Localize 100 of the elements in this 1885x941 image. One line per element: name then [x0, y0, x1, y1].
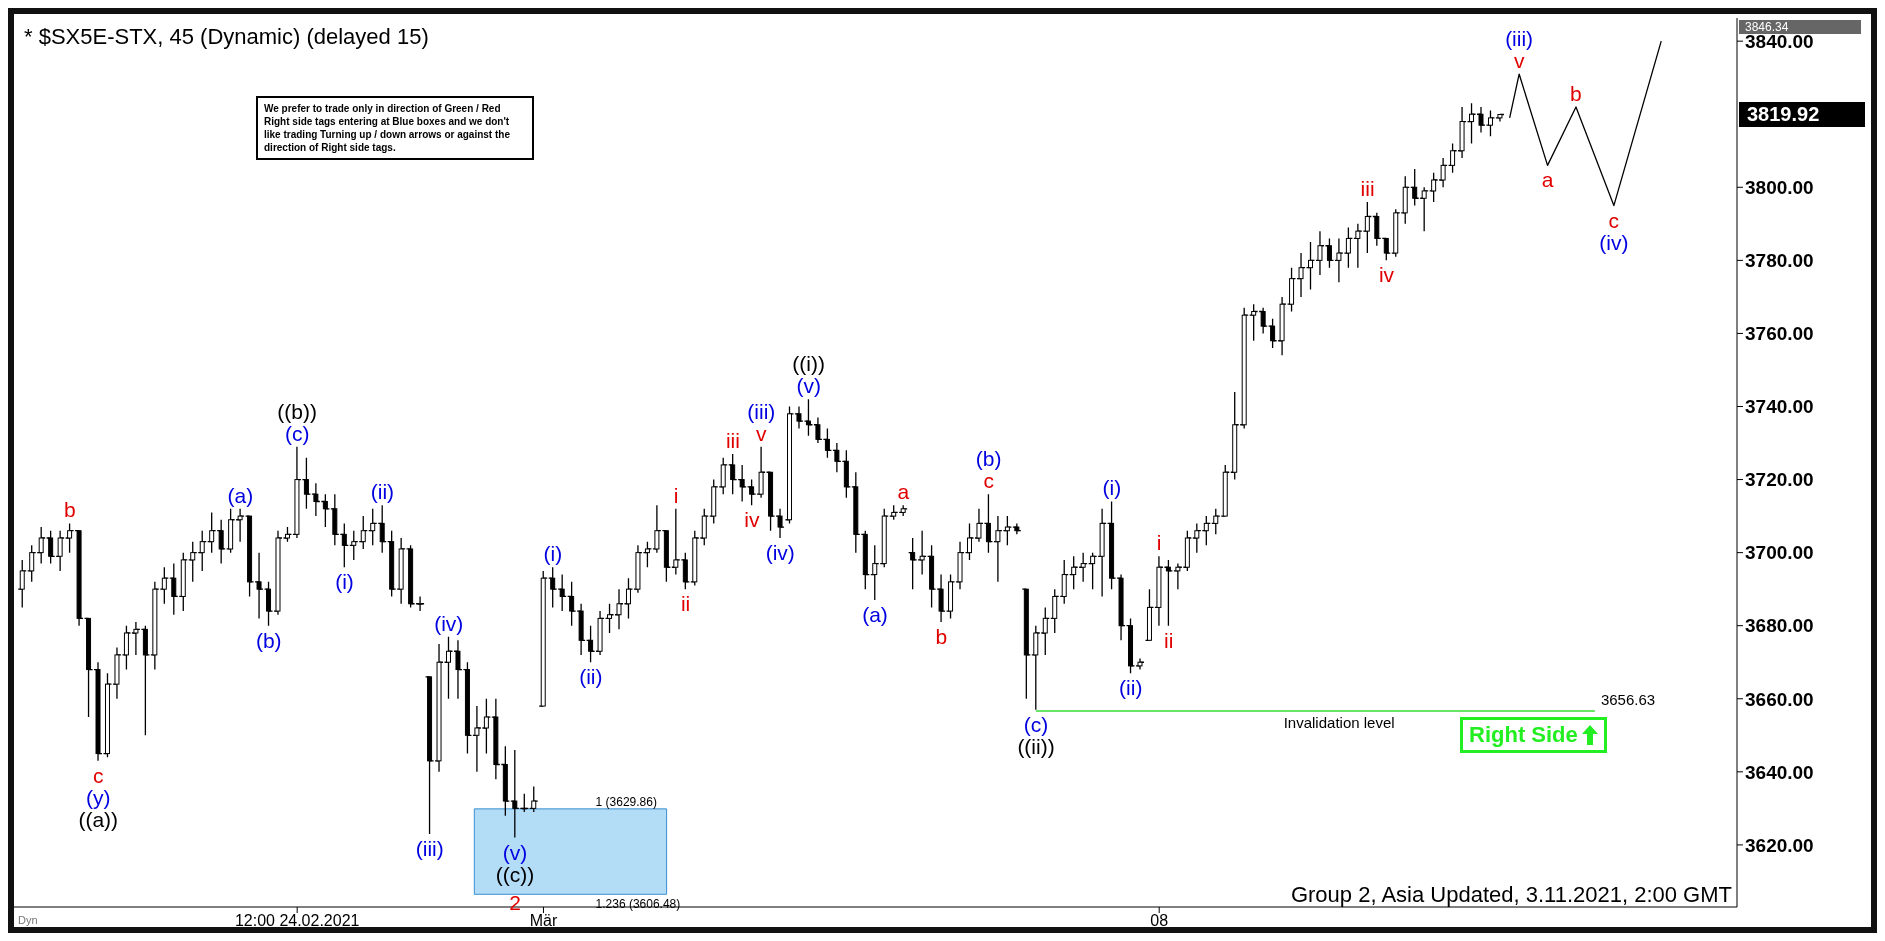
candlestick	[1478, 106, 1484, 134]
candlestick	[1251, 303, 1257, 342]
candlestick	[1042, 606, 1048, 656]
annotation: (iv)	[1599, 230, 1629, 254]
annotation: (y)	[86, 785, 111, 809]
candlestick	[616, 588, 622, 630]
candlestick	[502, 745, 508, 817]
candlestick	[38, 526, 44, 565]
candlestick	[711, 478, 717, 525]
candlestick	[57, 530, 63, 572]
candlestick	[228, 508, 234, 554]
candlestick	[1222, 464, 1228, 517]
y-tick-label: 3660.00	[1745, 688, 1814, 710]
y-tick-label: 3800.00	[1745, 177, 1814, 199]
y-tick-label: 3760.00	[1745, 323, 1814, 345]
candlestick	[881, 508, 887, 568]
annotation: (i)	[1102, 476, 1122, 500]
candlestick	[862, 530, 868, 590]
y-tick-label: 3700.00	[1745, 542, 1814, 564]
annotation: (iii)	[747, 399, 776, 423]
candlestick	[313, 482, 319, 517]
candlestick	[1232, 391, 1238, 481]
text: 3846.34	[1739, 20, 1861, 34]
candlestick	[1090, 551, 1096, 590]
candlestick	[1421, 186, 1427, 232]
candlestick	[1061, 559, 1067, 605]
candlestick	[796, 405, 802, 430]
y-tick-label: 3720.00	[1745, 469, 1814, 491]
annotation: b	[63, 498, 76, 522]
candlestick	[1393, 208, 1399, 258]
annotation: i	[1156, 531, 1162, 555]
candlestick	[171, 562, 177, 616]
candlestick	[569, 581, 575, 627]
candlestick	[1260, 307, 1266, 335]
candlestick	[1033, 625, 1039, 711]
candlestick	[1298, 252, 1304, 298]
candlestick	[218, 519, 224, 565]
y-tick-label: 3740.00	[1745, 396, 1814, 418]
candlestick	[995, 515, 1001, 583]
annotation: (a)	[862, 603, 888, 627]
candlestick	[531, 785, 537, 813]
candlestick	[682, 551, 688, 590]
candlestick	[730, 453, 736, 495]
annotation: a	[1541, 168, 1554, 192]
candlestick	[389, 530, 395, 598]
candlestick	[180, 551, 186, 612]
candlestick	[474, 705, 480, 773]
candlestick	[152, 581, 158, 671]
candlestick	[1203, 515, 1209, 546]
candlestick	[341, 522, 347, 568]
candlestick	[237, 508, 243, 543]
annotation: iv	[1378, 263, 1395, 287]
annotation: (b)	[255, 628, 282, 652]
candlestick	[1431, 172, 1437, 203]
candlestick	[1071, 555, 1077, 590]
candlestick	[834, 442, 840, 473]
candlestick	[398, 537, 404, 605]
annotation: iii	[725, 428, 740, 452]
annotation: (iv)	[765, 541, 795, 565]
candlestick	[635, 544, 641, 594]
candlestick	[256, 551, 262, 620]
candlestick	[976, 508, 982, 543]
annotation: (ii)	[370, 480, 395, 504]
x-tick-label: Mär	[529, 912, 558, 930]
candlestick	[209, 511, 215, 554]
candlestick	[957, 541, 963, 590]
candlestick	[559, 573, 565, 612]
candlestick	[1099, 508, 1105, 598]
candlestick	[540, 570, 546, 707]
candlestick	[843, 449, 849, 499]
candlestick	[133, 621, 139, 656]
candlestick	[1412, 168, 1418, 207]
candlestick	[1374, 212, 1380, 247]
candlestick	[597, 610, 603, 656]
candlestick	[455, 639, 461, 700]
candlestick	[654, 504, 660, 554]
candlestick	[29, 544, 35, 583]
annotation: (iii)	[1505, 27, 1534, 51]
annotation: (iii)	[415, 836, 444, 860]
candlestick	[872, 544, 878, 601]
text: Dyn	[18, 914, 38, 926]
candlestick	[777, 508, 783, 539]
candlestick	[351, 530, 357, 561]
candlestick	[379, 504, 385, 554]
annotation: (i)	[335, 570, 354, 594]
annotation: 1 (3629.86)	[595, 794, 657, 809]
candlestick	[1118, 573, 1124, 641]
candlestick	[701, 508, 707, 546]
annotation: We prefer to trade only in direction of Green / Red Right side tags entering at Blue boxes and we don't like trading Turning up / down arrows or against the direction of Right side tags.	[256, 96, 534, 160]
candlestick	[758, 446, 764, 499]
annotation: (a)	[227, 483, 254, 507]
candlestick	[1317, 230, 1323, 276]
candlestick	[48, 530, 54, 565]
candlestick	[891, 504, 897, 521]
annotation: 2	[509, 891, 521, 915]
annotation: Invalidation level	[1283, 714, 1395, 732]
chart-title: * $SX5E-STX, 45 (Dynamic) (delayed 15)	[24, 24, 429, 50]
annotation: v	[1513, 49, 1525, 73]
candlestick	[853, 471, 859, 554]
candlestick	[1052, 588, 1058, 634]
